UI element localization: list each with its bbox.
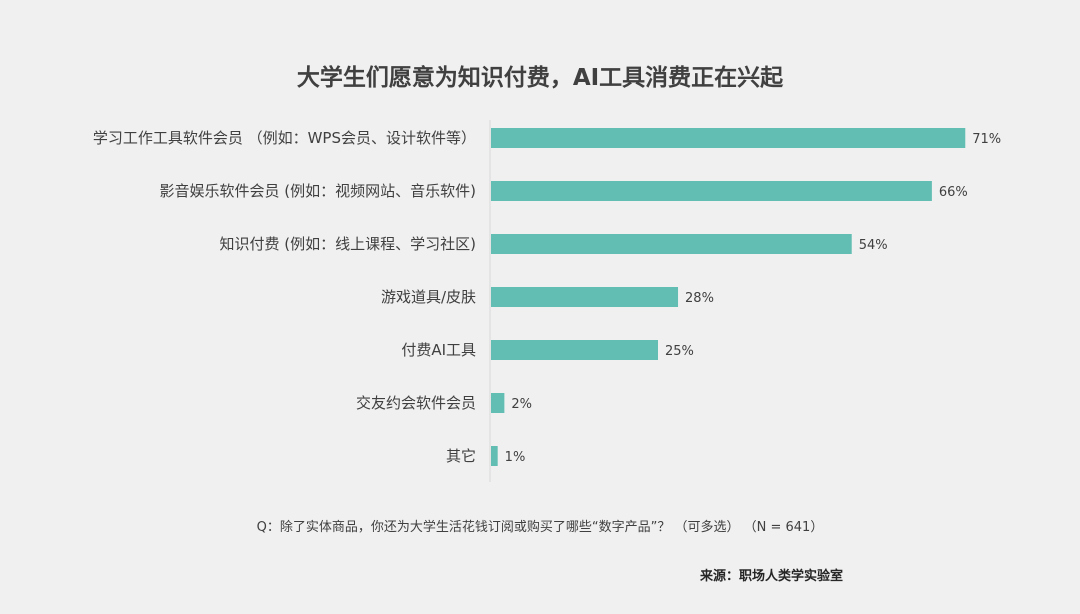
data-label: 2% [511,397,532,412]
category-label: 付费AI工具 [401,341,476,359]
bar [491,393,505,413]
category-label: 影音娱乐软件会员 (例如：视频网站、音乐软件) [160,182,476,200]
survey-question: Q：除了实体商品，你还为大学生活花钱订阅或购买了哪些“数字产品”？ （可多选） … [256,520,824,535]
data-label: 28% [685,291,714,306]
category-label: 交友约会软件会员 [356,394,476,412]
chart-title: 大学生们愿意为知识付费，AI工具消费正在兴起 [296,65,784,91]
data-label: 54% [859,238,888,253]
data-label: 71% [972,132,1001,147]
category-label: 知识付费 (例如：线上课程、学习社区) [220,235,476,253]
bar [491,181,932,201]
bar [491,287,679,307]
bar [491,234,852,254]
bar [491,128,966,148]
data-label: 1% [505,450,526,465]
category-label: 其它 [446,447,476,465]
source-note: 来源：职场人类学实验室 [700,569,844,584]
data-label: 25% [665,344,694,359]
category-label: 游戏道具/皮肤 [381,288,476,306]
bar [491,446,498,466]
category-label: 学习工作工具软件会员 （例如：WPS会员、设计软件等） [93,129,476,147]
data-label: 66% [939,185,968,200]
bar [491,340,658,360]
